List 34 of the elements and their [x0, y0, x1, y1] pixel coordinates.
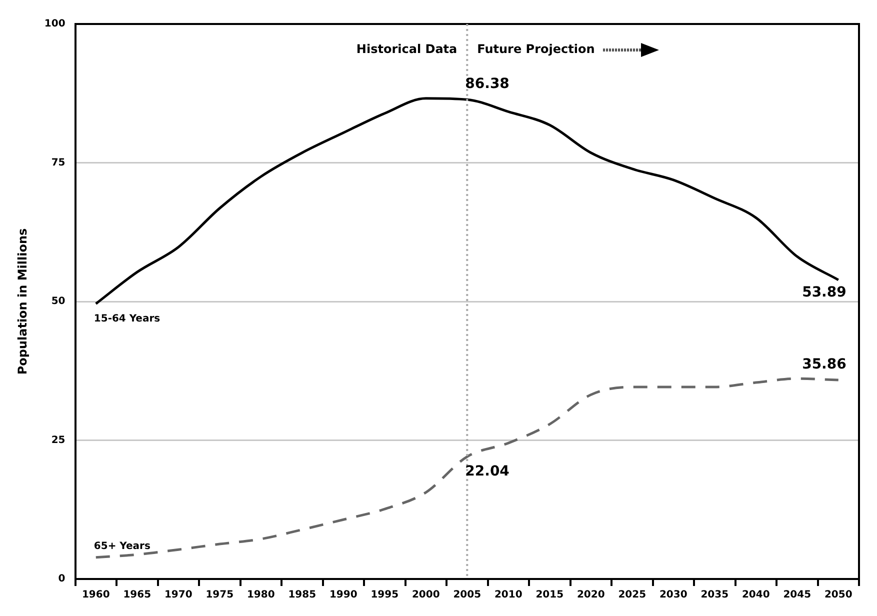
- x-tick-label: 2035: [700, 590, 729, 601]
- x-tick-label: 1965: [123, 590, 152, 601]
- x-tick-label: 2045: [783, 590, 812, 601]
- data-label: 35.86: [802, 356, 846, 373]
- y-tick-label: 25: [51, 434, 66, 446]
- data-label: 53.89: [802, 284, 846, 301]
- x-tick-label: 1995: [370, 590, 399, 601]
- data-label: 86.38: [465, 76, 510, 92]
- line-series: [94, 377, 840, 559]
- x-tick-label: 2015: [536, 590, 564, 601]
- x-tick-label: 2050: [824, 590, 852, 601]
- y-tick-label: 0: [58, 574, 66, 585]
- annotation: Historical Data: [356, 42, 458, 56]
- data-label: 22.04: [465, 463, 510, 480]
- x-tick-label: 2025: [618, 590, 646, 601]
- x-tick-label: 1990: [329, 590, 358, 601]
- x-tick-label: 1960: [82, 590, 110, 601]
- series-label: 65+ Years: [94, 540, 150, 552]
- x-tick-label: 1985: [288, 590, 316, 601]
- y-tick-label: 100: [44, 18, 66, 30]
- annotation: Future Projection: [477, 42, 595, 56]
- x-tick-label: 2020: [576, 590, 605, 601]
- x-tick-label: 1980: [246, 590, 275, 601]
- x-tick-label: 2005: [453, 590, 482, 601]
- y-axis-title: Population in Millions: [15, 228, 30, 375]
- x-tick-label: 1975: [206, 590, 234, 601]
- x-tick-label: 2040: [742, 590, 770, 601]
- series-label: 15-64 Years: [94, 313, 160, 324]
- x-tick-label: 2000: [412, 590, 440, 601]
- y-tick-label: 75: [51, 157, 66, 168]
- y-tick-label: 50: [51, 296, 66, 308]
- x-tick-label: 2030: [659, 590, 688, 601]
- x-tick-label: 2010: [494, 590, 522, 601]
- x-tick-label: 1970: [164, 590, 192, 601]
